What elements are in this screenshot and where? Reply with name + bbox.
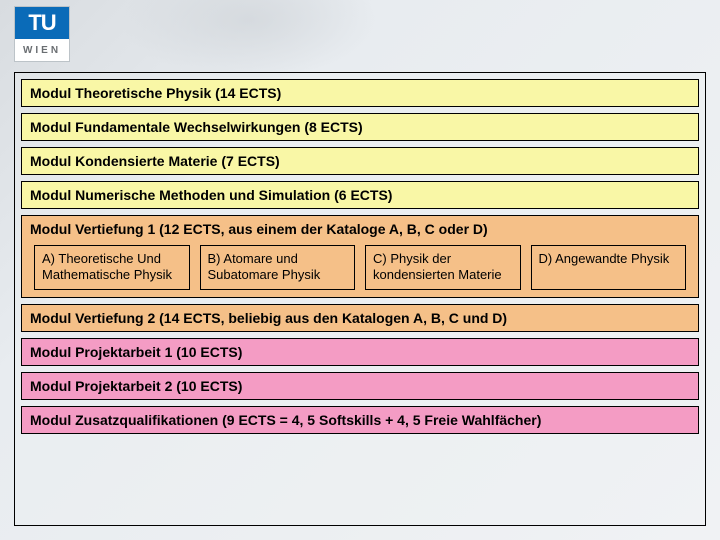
module-zusatzqualifikationen: Modul Zusatzqualifikationen (9 ECTS = 4,… xyxy=(21,406,699,434)
module-fundamentale-wechselwirkungen: Modul Fundamentale Wechselwirkungen (8 E… xyxy=(21,113,699,141)
module-kondensierte-materie: Modul Kondensierte Materie (7 ECTS) xyxy=(21,147,699,175)
vertiefung-option-c: C) Physik der kondensierten Materie xyxy=(365,245,521,290)
module-theoretische-physik: Modul Theoretische Physik (14 ECTS) xyxy=(21,79,699,107)
module-projektarbeit-1: Modul Projektarbeit 1 (10 ECTS) xyxy=(21,338,699,366)
module-container: Modul Theoretische Physik (14 ECTS) Modu… xyxy=(14,72,706,526)
module-vertiefung-1: Modul Vertiefung 1 (12 ECTS, aus einem d… xyxy=(21,215,699,298)
vertiefung-option-d: D) Angewandte Physik xyxy=(531,245,687,290)
module-numerische-methoden: Modul Numerische Methoden und Simulation… xyxy=(21,181,699,209)
vertiefung-1-options: A) Theoretische Und Mathematische Physik… xyxy=(30,243,690,292)
logo-bottom: WIEN xyxy=(15,39,69,61)
logo-top: TU xyxy=(15,7,69,39)
background-accent xyxy=(120,0,380,80)
module-projektarbeit-2: Modul Projektarbeit 2 (10 ECTS) xyxy=(21,372,699,400)
vertiefung-option-a: A) Theoretische Und Mathematische Physik xyxy=(34,245,190,290)
module-vertiefung-2: Modul Vertiefung 2 (14 ECTS, beliebig au… xyxy=(21,304,699,332)
vertiefung-1-title: Modul Vertiefung 1 (12 ECTS, aus einem d… xyxy=(30,221,690,243)
vertiefung-option-b: B) Atomare und Subatomare Physik xyxy=(200,245,356,290)
tu-wien-logo: TU WIEN xyxy=(14,6,70,62)
